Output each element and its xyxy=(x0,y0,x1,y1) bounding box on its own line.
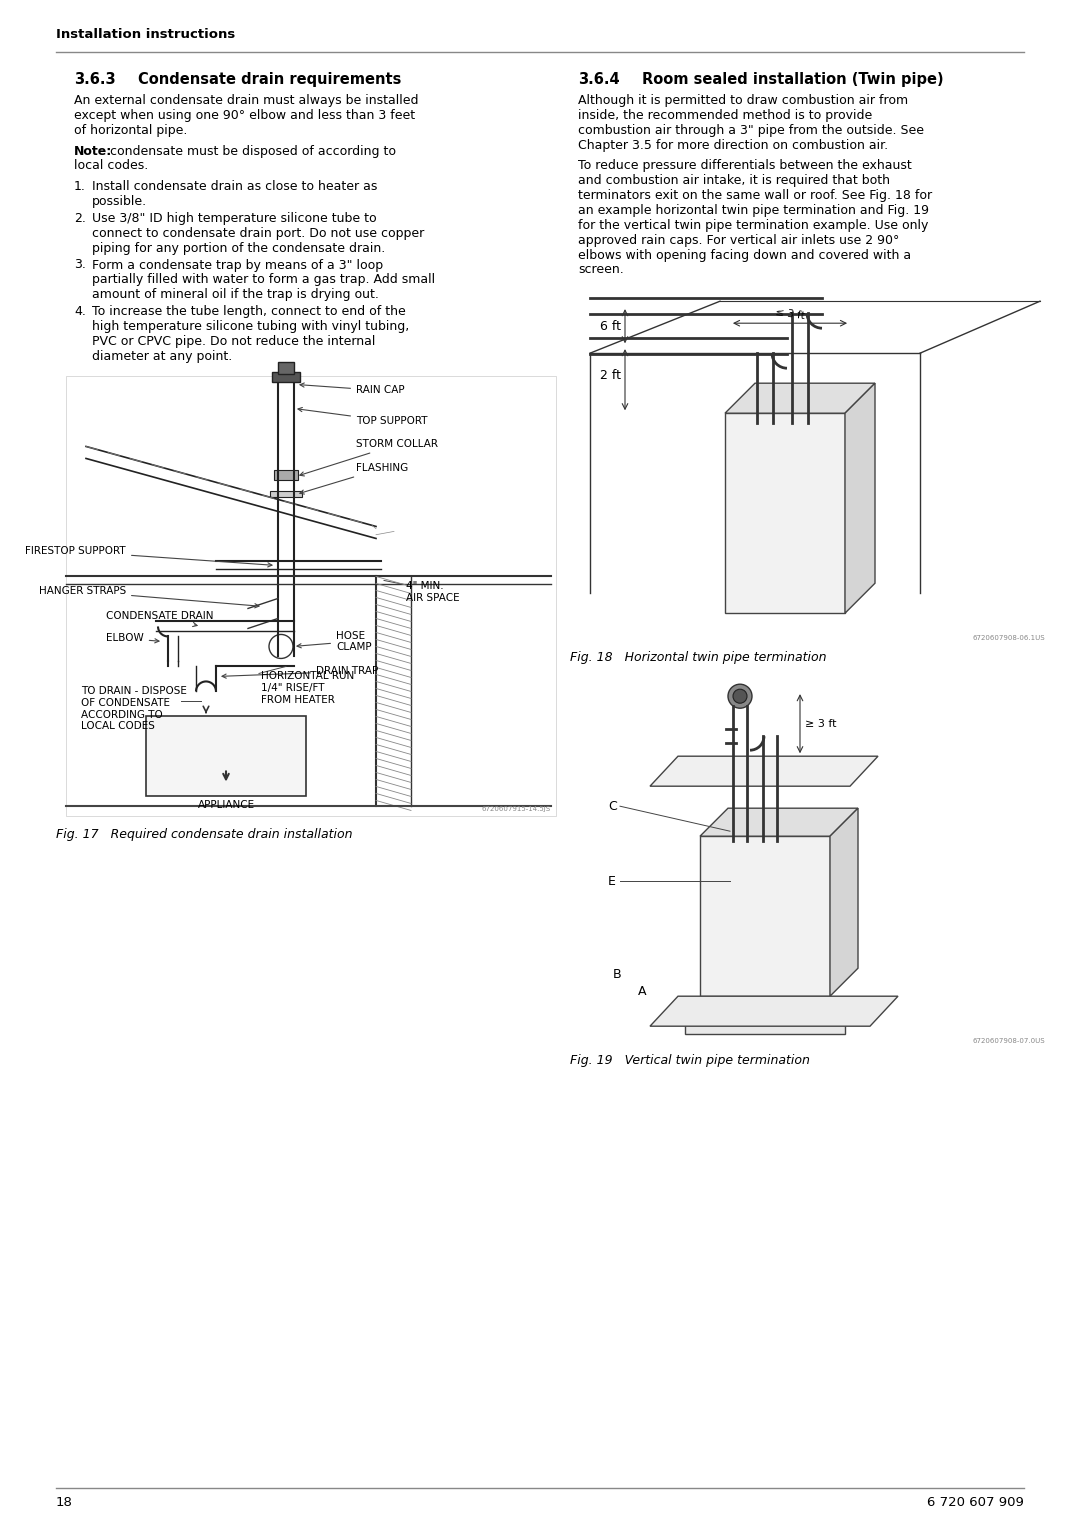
Polygon shape xyxy=(845,384,875,613)
Text: FIRESTOP SUPPORT: FIRESTOP SUPPORT xyxy=(25,547,272,567)
Polygon shape xyxy=(700,808,858,836)
Text: ≥ 3 ft: ≥ 3 ft xyxy=(805,718,837,729)
Text: Installation instructions: Installation instructions xyxy=(56,28,235,41)
Text: possible.: possible. xyxy=(92,196,147,208)
Text: 1.: 1. xyxy=(75,180,86,193)
Text: RAIN CAP: RAIN CAP xyxy=(300,384,405,396)
Text: HANGER STRAPS: HANGER STRAPS xyxy=(39,587,259,608)
FancyBboxPatch shape xyxy=(272,373,300,382)
FancyBboxPatch shape xyxy=(146,717,306,796)
Text: PVC or CPVC pipe. Do not reduce the internal: PVC or CPVC pipe. Do not reduce the inte… xyxy=(92,335,376,348)
Text: Chapter 3.5 for more direction on combustion air.: Chapter 3.5 for more direction on combus… xyxy=(578,139,888,151)
Text: E: E xyxy=(608,874,616,888)
Text: To reduce pressure differentials between the exhaust: To reduce pressure differentials between… xyxy=(578,159,912,173)
Text: partially filled with water to form a gas trap. Add small: partially filled with water to form a ga… xyxy=(92,274,435,286)
Text: screen.: screen. xyxy=(578,263,624,277)
Text: 3.6.4: 3.6.4 xyxy=(578,72,620,87)
Text: for the vertical twin pipe termination example. Use only: for the vertical twin pipe termination e… xyxy=(578,219,929,232)
Text: 4" MIN.
AIR SPACE: 4" MIN. AIR SPACE xyxy=(406,582,460,604)
Text: APPLIANCE: APPLIANCE xyxy=(198,801,255,810)
Text: TO DRAIN - DISPOSE
OF CONDENSATE
ACCORDING TO
LOCAL CODES: TO DRAIN - DISPOSE OF CONDENSATE ACCORDI… xyxy=(81,686,187,732)
Text: HOSE
CLAMP: HOSE CLAMP xyxy=(297,631,372,652)
Polygon shape xyxy=(650,756,878,787)
Text: condensate must be disposed of according to: condensate must be disposed of according… xyxy=(106,145,396,157)
FancyBboxPatch shape xyxy=(278,362,294,374)
FancyBboxPatch shape xyxy=(66,376,556,816)
Text: high temperature silicone tubing with vinyl tubing,: high temperature silicone tubing with vi… xyxy=(92,319,409,333)
FancyBboxPatch shape xyxy=(725,413,845,613)
Text: 3.6.3: 3.6.3 xyxy=(75,72,116,87)
Text: Although it is permitted to draw combustion air from: Although it is permitted to draw combust… xyxy=(578,95,908,107)
Text: 6 ft: 6 ft xyxy=(600,319,621,333)
Text: 3.: 3. xyxy=(75,258,86,272)
Text: connect to condensate drain port. Do not use copper: connect to condensate drain port. Do not… xyxy=(92,226,424,240)
Text: Form a condensate trap by means of a 3" loop: Form a condensate trap by means of a 3" … xyxy=(92,258,383,272)
Text: combustion air through a 3" pipe from the outside. See: combustion air through a 3" pipe from th… xyxy=(578,124,924,136)
Text: amount of mineral oil if the trap is drying out.: amount of mineral oil if the trap is dry… xyxy=(92,289,379,301)
Text: 4.: 4. xyxy=(75,306,86,318)
Text: FLASHING: FLASHING xyxy=(300,463,408,494)
Text: ≤ 3 ft: ≤ 3 ft xyxy=(774,307,806,321)
Text: HORIZONTAL RUN
1/4" RISE/FT
FROM HEATER: HORIZONTAL RUN 1/4" RISE/FT FROM HEATER xyxy=(261,671,354,704)
Text: piping for any portion of the condensate drain.: piping for any portion of the condensate… xyxy=(92,241,386,255)
Text: CONDENSATE DRAIN: CONDENSATE DRAIN xyxy=(106,611,214,626)
Text: Fig. 19   Vertical twin pipe termination: Fig. 19 Vertical twin pipe termination xyxy=(570,1054,810,1067)
Text: 6720607915-14.5JS: 6720607915-14.5JS xyxy=(482,807,551,813)
FancyBboxPatch shape xyxy=(685,1016,845,1034)
Text: TOP SUPPORT: TOP SUPPORT xyxy=(298,408,428,426)
Text: 6720607908-06.1US: 6720607908-06.1US xyxy=(972,636,1045,642)
Text: elbows with opening facing down and covered with a: elbows with opening facing down and cove… xyxy=(578,249,912,261)
FancyBboxPatch shape xyxy=(700,836,831,996)
Text: and combustion air intake, it is required that both: and combustion air intake, it is require… xyxy=(578,174,890,188)
Text: approved rain caps. For vertical air inlets use 2 90°: approved rain caps. For vertical air inl… xyxy=(578,234,900,246)
Text: Fig. 18   Horizontal twin pipe termination: Fig. 18 Horizontal twin pipe termination xyxy=(570,651,826,665)
FancyBboxPatch shape xyxy=(274,471,298,480)
Text: DRAIN TRAP: DRAIN TRAP xyxy=(222,666,378,678)
Text: An external condensate drain must always be installed: An external condensate drain must always… xyxy=(75,95,419,107)
Text: To increase the tube length, connect to end of the: To increase the tube length, connect to … xyxy=(92,306,406,318)
Text: ELBOW: ELBOW xyxy=(106,634,159,643)
Text: Room sealed installation (Twin pipe): Room sealed installation (Twin pipe) xyxy=(642,72,944,87)
Text: local codes.: local codes. xyxy=(75,159,148,173)
Circle shape xyxy=(733,689,747,703)
Text: of horizontal pipe.: of horizontal pipe. xyxy=(75,124,187,136)
FancyBboxPatch shape xyxy=(270,492,302,498)
Text: terminators exit on the same wall or roof. See Fig. 18 for: terminators exit on the same wall or roo… xyxy=(578,189,932,202)
Text: 2 ft: 2 ft xyxy=(600,370,621,382)
Text: Install condensate drain as close to heater as: Install condensate drain as close to hea… xyxy=(92,180,377,193)
Polygon shape xyxy=(650,996,897,1027)
Text: A: A xyxy=(638,984,647,998)
Circle shape xyxy=(728,685,752,707)
Text: C: C xyxy=(608,799,617,813)
Text: STORM COLLAR: STORM COLLAR xyxy=(300,440,438,475)
Text: 6 720 607 909: 6 720 607 909 xyxy=(927,1496,1024,1510)
Text: an example horizontal twin pipe termination and Fig. 19: an example horizontal twin pipe terminat… xyxy=(578,203,929,217)
Text: Use 3/8" ID high temperature silicone tube to: Use 3/8" ID high temperature silicone tu… xyxy=(92,212,377,225)
Text: 18: 18 xyxy=(56,1496,72,1510)
Text: B: B xyxy=(613,967,622,981)
Text: 6720607908-07.0US: 6720607908-07.0US xyxy=(972,1038,1045,1044)
Polygon shape xyxy=(725,384,875,413)
Text: 2.: 2. xyxy=(75,212,86,225)
Text: except when using one 90° elbow and less than 3 feet: except when using one 90° elbow and less… xyxy=(75,108,415,122)
Text: Note:: Note: xyxy=(75,145,112,157)
Text: diameter at any point.: diameter at any point. xyxy=(92,350,232,362)
Polygon shape xyxy=(831,808,858,996)
Text: inside, the recommended method is to provide: inside, the recommended method is to pro… xyxy=(578,108,873,122)
Text: Condensate drain requirements: Condensate drain requirements xyxy=(138,72,402,87)
Text: Fig. 17   Required condensate drain installation: Fig. 17 Required condensate drain instal… xyxy=(56,828,352,842)
